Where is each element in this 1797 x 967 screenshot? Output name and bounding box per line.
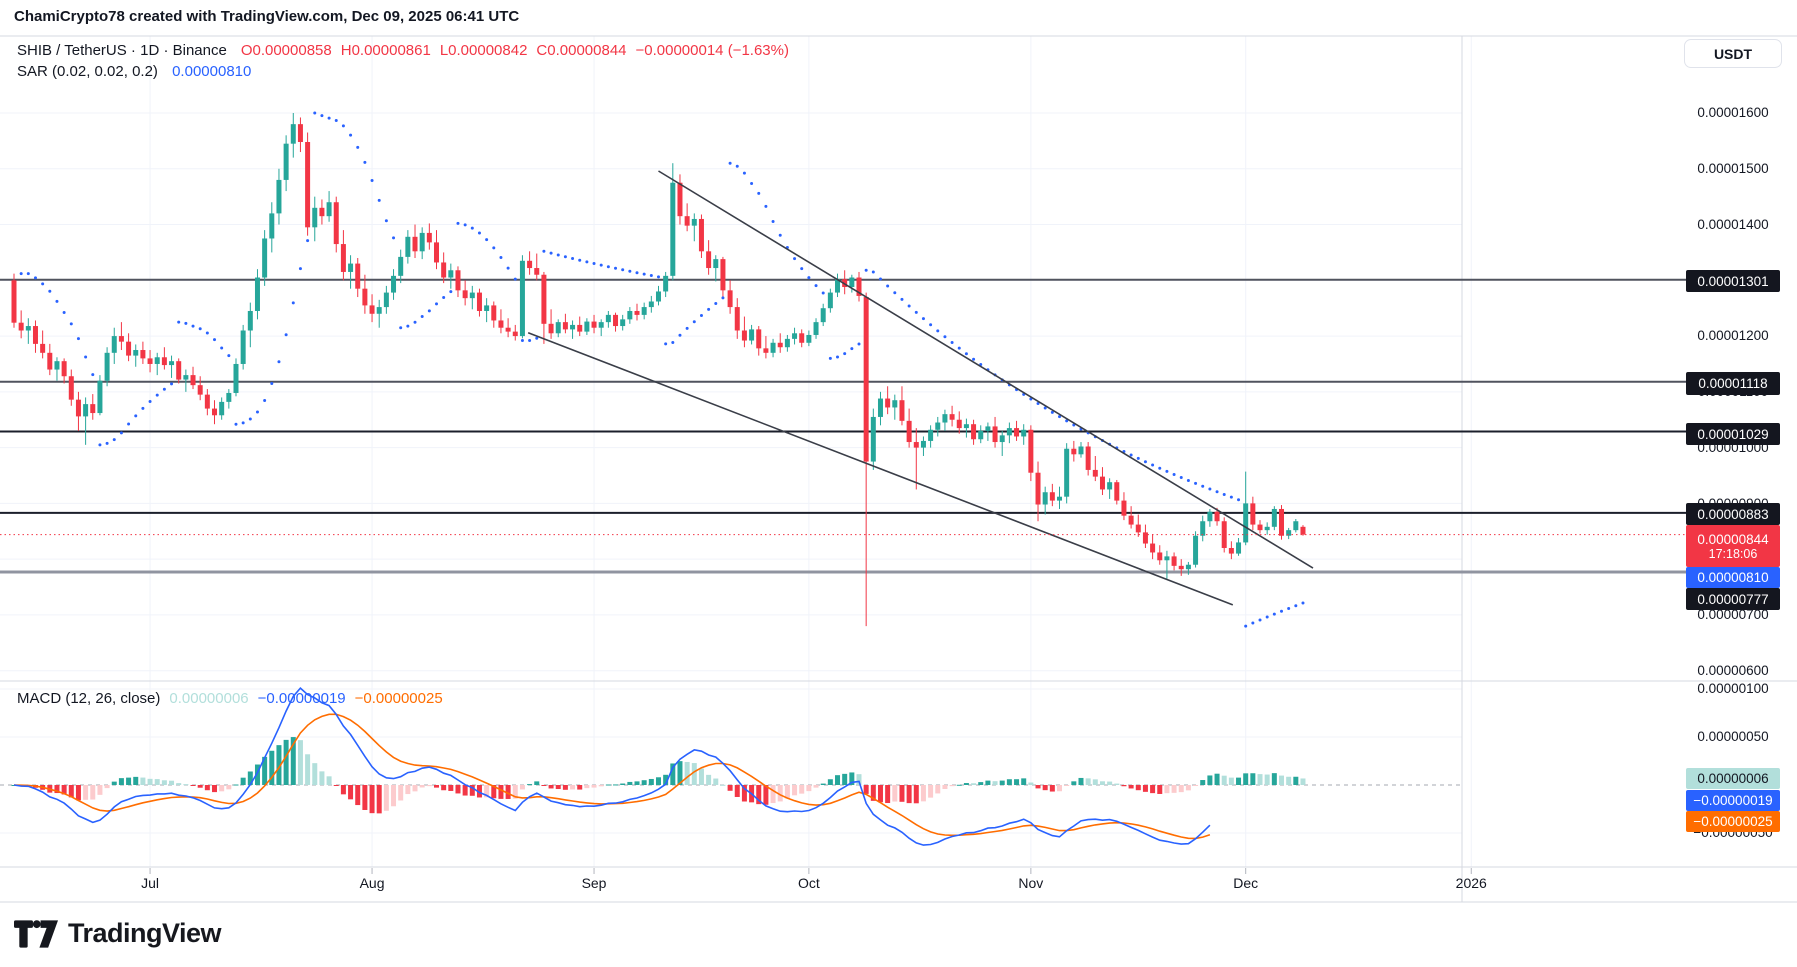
ohlc-value: −0.00000014 (−1.63%) xyxy=(635,42,789,59)
tradingview-logo-text: TradingView xyxy=(68,918,222,948)
legend-sar-row[interactable]: SAR (0.02, 0.02, 0.2) 0.00000810 xyxy=(17,61,798,82)
time-axis-label: Sep xyxy=(581,875,607,891)
macd-value: −0.00000025 xyxy=(354,690,443,707)
price-axis-badge: 0.00001029 xyxy=(1686,423,1780,445)
macd-axis-badge: −0.00000019 xyxy=(1686,790,1780,811)
tradingview-logo-icon xyxy=(14,919,58,948)
trendline xyxy=(658,170,1314,569)
time-axis-label: Jul xyxy=(141,875,159,891)
candles-layer xyxy=(11,113,1306,627)
price-axis-badge: 0.00000883 xyxy=(1686,503,1780,525)
price-axis-badge: 0.00001301 xyxy=(1686,270,1780,292)
time-axis-label: Oct xyxy=(797,875,820,891)
price-axis-label: 0.00000600 xyxy=(1697,663,1769,678)
price-axis-label: 0.00000700 xyxy=(1697,607,1769,622)
price-axis-label: 0.00001200 xyxy=(1697,328,1769,343)
time-axis[interactable] xyxy=(0,868,1797,902)
macd-axis-badge: 0.00000006 xyxy=(1686,768,1780,789)
ohlc-value: L0.00000842 xyxy=(439,42,528,59)
ohlc-value: H0.00000861 xyxy=(340,42,431,59)
sar-dots-layer xyxy=(19,111,1305,628)
currency-toggle-button[interactable]: USDT xyxy=(1684,39,1782,68)
sar-label: SAR (0.02, 0.02, 0.2) xyxy=(17,63,158,80)
time-axis-label: Dec xyxy=(1233,875,1259,891)
macd-axis-badge: −0.00000025 xyxy=(1686,811,1780,832)
macd-axis-label: 0.00000100 xyxy=(1697,681,1769,696)
macd-layer xyxy=(11,686,1306,846)
legend-symbol-row[interactable]: SHIB / TetherUS · 1D · Binance O0.0000085… xyxy=(17,40,798,61)
legend: SHIB / TetherUS · 1D · Binance O0.0000085… xyxy=(17,40,798,82)
price-axis-badge: 0.00000844 17:18:06 xyxy=(1686,525,1780,567)
price-axis-label: 0.00001600 xyxy=(1697,105,1769,120)
attribution-text: ChamiCrypto78 created with TradingView.c… xyxy=(14,8,520,25)
time-axis-label: 2026 xyxy=(1455,875,1487,891)
ohlc-value: C0.00000844 xyxy=(536,42,627,59)
time-axis-label: Aug xyxy=(359,875,385,891)
macd-value: −0.00000019 xyxy=(257,690,346,707)
macd-axis-label: 0.00000050 xyxy=(1697,729,1769,744)
macd-label: MACD (12, 26, close) xyxy=(17,690,161,707)
sar-value: 0.00000810 xyxy=(172,63,252,80)
trendline xyxy=(527,331,1234,606)
price-axis-badge: 0.00000777 xyxy=(1686,588,1780,610)
ohlc-value: O0.00000858 xyxy=(240,42,332,59)
time-axis-label: Nov xyxy=(1018,875,1044,891)
price-axis-label: 0.00001500 xyxy=(1697,161,1769,176)
tradingview-logo[interactable]: TradingView xyxy=(14,918,222,949)
symbol-title: SHIB / TetherUS · 1D · Binance xyxy=(17,42,227,59)
price-axis-badge: 0.00001118 xyxy=(1686,372,1780,395)
countdown-timer: 17:18:06 xyxy=(1708,546,1758,561)
price-axis-badge: 0.00000810 xyxy=(1686,567,1780,588)
price-axis-label: 0.00001400 xyxy=(1697,217,1769,232)
macd-value: 0.00000006 xyxy=(169,690,249,707)
legend-macd-row[interactable]: MACD (12, 26, close) 0.00000006 −0.0000001… xyxy=(17,690,461,707)
